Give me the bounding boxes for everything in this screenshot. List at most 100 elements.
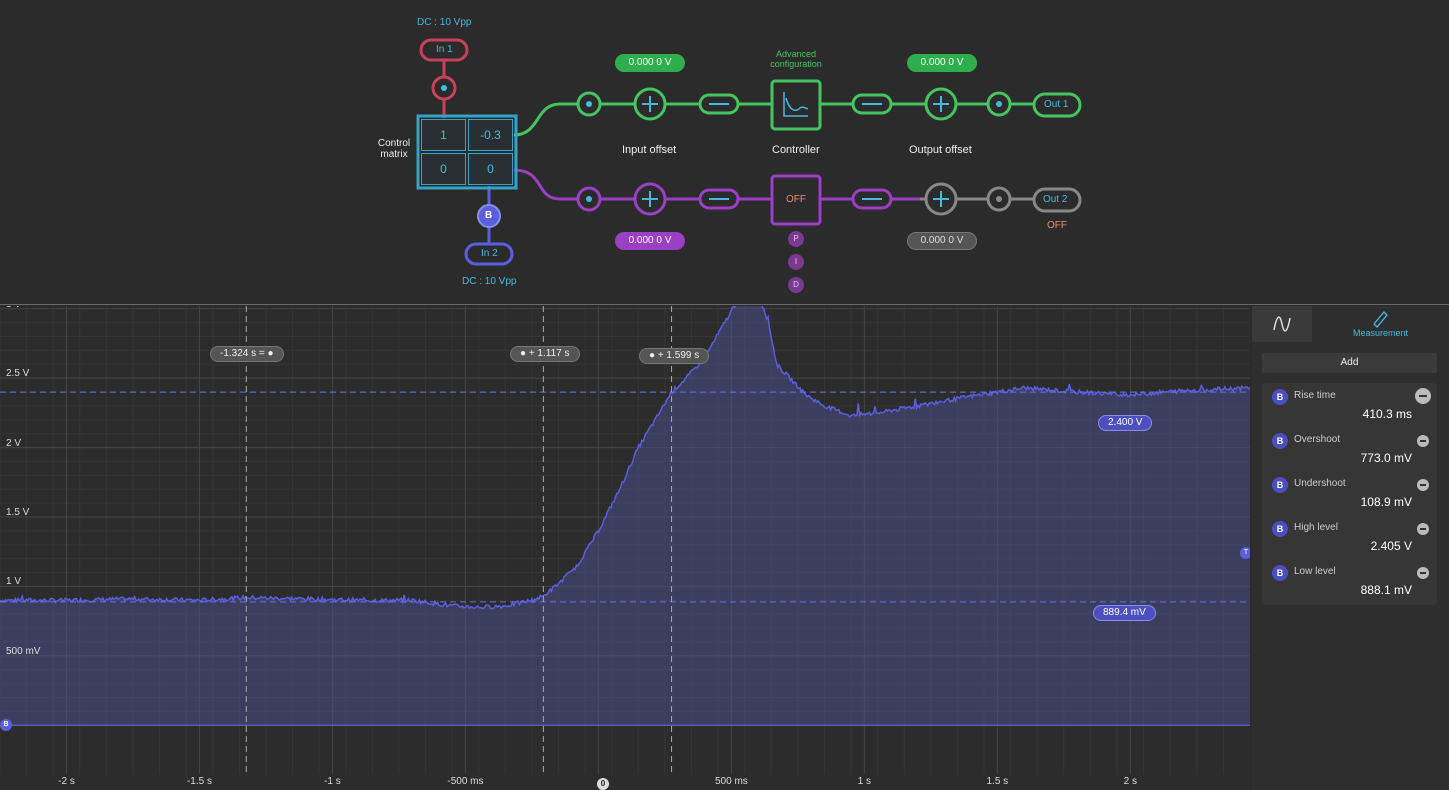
chain1-input-offset-adder[interactable] xyxy=(633,87,667,121)
channel-offset-marker[interactable]: B xyxy=(0,719,12,731)
matrix-cell-1-1[interactable]: 1 xyxy=(421,119,466,151)
remove-measurement-icon[interactable] xyxy=(1417,435,1429,447)
cursor-3-chip[interactable]: ● + 1.599 s xyxy=(639,348,710,364)
waveform-icon xyxy=(1273,316,1291,332)
x-tick-label: -1 s xyxy=(324,776,341,787)
y-tick-label: 500 mV xyxy=(6,645,41,657)
in2-label: In 2 xyxy=(481,248,498,259)
in2-port[interactable] xyxy=(464,242,514,266)
chain1-input-offset-label: Input offset xyxy=(622,144,677,156)
chain2-minus-node[interactable] xyxy=(698,188,740,210)
low-level-chip[interactable]: 889.4 mV xyxy=(1093,605,1156,621)
chain1-input-node[interactable] xyxy=(576,91,602,117)
trace-fill-area xyxy=(0,306,1250,726)
x-tick-label: -2 s xyxy=(58,776,75,787)
x-tick-label: 1.5 s xyxy=(986,776,1009,787)
cursor-1-chip[interactable]: -1.324 s = ● xyxy=(210,346,284,362)
cursor-2-chip[interactable]: ● + 1.117 s xyxy=(510,346,580,362)
x-tick-label: 2 s xyxy=(1123,776,1137,787)
chain1-output-offset-label: Output offset xyxy=(909,144,972,156)
add-measurement-button[interactable]: Add xyxy=(1262,353,1437,373)
measurement-name: Rise time xyxy=(1294,390,1336,401)
tab-waveform[interactable] xyxy=(1252,306,1312,342)
remove-measurement-icon[interactable] xyxy=(1417,523,1429,535)
out1-port[interactable] xyxy=(1032,92,1082,118)
chain2-minus-node-2[interactable] xyxy=(851,188,893,210)
measurement-undershoot[interactable]: B Undershoot 108.9 mV xyxy=(1262,471,1437,515)
advanced-configuration-line2: configuration xyxy=(770,59,822,69)
tab-measurement[interactable]: Measurement xyxy=(1312,306,1449,342)
measurement-list: B Rise time 410.3 ms B Overshoot 773.0 m… xyxy=(1262,383,1437,605)
y-tick-label: 1 V xyxy=(6,576,22,588)
matrix-cell-1-2[interactable]: -0.3 xyxy=(468,119,513,151)
control-matrix-frame xyxy=(416,114,518,190)
channel-badge: B xyxy=(1272,477,1288,493)
channel-badge: B xyxy=(1272,565,1288,581)
matrix-cell-2-1[interactable]: 0 xyxy=(421,153,466,185)
channel-badge: B xyxy=(1272,521,1288,537)
trigger-marker[interactable]: T xyxy=(1240,547,1250,559)
out2-label: Out 2 xyxy=(1043,194,1068,205)
control-matrix-label-line1: Control xyxy=(377,138,411,149)
measurement-rise-time[interactable]: B Rise time 410.3 ms xyxy=(1262,383,1437,427)
chain1-input-offset-value[interactable]: 0.000 0 V xyxy=(615,54,685,72)
remove-measurement-icon[interactable] xyxy=(1417,479,1429,491)
channel-badge: B xyxy=(1272,389,1288,405)
ruler-pencil-icon xyxy=(1373,311,1388,328)
in1-node[interactable] xyxy=(431,75,457,101)
control-matrix-label-line2: matrix xyxy=(380,149,408,160)
measurement-value: 410.3 ms xyxy=(1362,407,1412,421)
chain2-input-offset-value[interactable]: 0.000 0 V xyxy=(615,232,685,250)
y-tick-label: 1.5 V xyxy=(6,507,30,518)
in1-port[interactable] xyxy=(419,38,469,62)
measurement-name: Low level xyxy=(1294,566,1336,577)
control-matrix-label: Control matrix xyxy=(376,138,412,160)
chain1-output-offset-value[interactable]: 0.000 0 V xyxy=(907,54,977,72)
y-tick-label: 2.5 V xyxy=(6,368,30,380)
chain2-output-offset-adder[interactable] xyxy=(924,182,958,216)
in2-channel-node[interactable] xyxy=(477,204,501,228)
x-tick-label: -1.5 s xyxy=(186,776,212,787)
oscilloscope-plot[interactable]: 500 mV 1 V 1.5 V 2 V 2.5 V 3 V -2 s -1.5 s -1 s… xyxy=(0,306,1250,790)
out2-state: OFF xyxy=(1047,220,1067,231)
measurement-high-level[interactable]: B High level 2.405 V xyxy=(1262,515,1437,559)
signal-flow-panel: DC : 10 Vpp In 1 In 2 DC : 10 Vpp B Cont… xyxy=(0,0,1449,305)
trace-line xyxy=(0,306,1250,610)
measurement-name: Overshoot xyxy=(1294,434,1341,445)
chain1-minus-node[interactable] xyxy=(698,93,740,115)
signal-flow-diagram xyxy=(416,38,1082,266)
chain2-input-node[interactable] xyxy=(576,186,602,212)
measurement-value: 773.0 mV xyxy=(1360,451,1412,465)
chain2-input-offset-adder[interactable] xyxy=(633,182,667,216)
matrix-cell-2-2[interactable]: 0 xyxy=(468,153,513,185)
out2-port[interactable] xyxy=(1032,187,1082,213)
remove-measurement-icon[interactable] xyxy=(1417,567,1429,579)
y-tick-label: 3 V xyxy=(6,306,21,310)
chain2-output-node[interactable] xyxy=(986,186,1012,212)
chain1-controller-label: Controller xyxy=(772,144,820,156)
chain2-controller-box[interactable] xyxy=(770,174,822,226)
high-level-chip[interactable]: 2.400 V xyxy=(1098,415,1153,431)
in2-coupling: DC : 10 Vpp xyxy=(462,276,517,287)
chain1-output-node[interactable] xyxy=(986,91,1012,117)
measurement-value: 108.9 mV xyxy=(1360,495,1412,509)
chain1-minus-node-2[interactable] xyxy=(851,93,893,115)
x-tick-label: 500 ms xyxy=(714,776,748,787)
advanced-configuration-link[interactable]: Advanced configuration xyxy=(766,49,826,69)
channel-badge: B xyxy=(1272,433,1288,449)
measurement-overshoot[interactable]: B Overshoot 773.0 mV xyxy=(1262,427,1437,471)
chain2-output-offset-value[interactable]: 0.000 0 V xyxy=(907,232,977,250)
chain1-output-offset-adder[interactable] xyxy=(924,87,958,121)
measurement-low-level[interactable]: B Low level 888.1 mV xyxy=(1262,559,1437,603)
chain1-controller-box[interactable] xyxy=(770,79,822,131)
side-panel: Measurement Add B Rise time 410.3 ms B O… xyxy=(1252,306,1449,790)
y-tick-label: 2 V xyxy=(6,437,22,449)
pid-p-button[interactable]: P xyxy=(788,231,804,247)
time-zero-marker[interactable]: 0 xyxy=(597,778,609,790)
pid-i-button[interactable]: I xyxy=(788,254,804,270)
in2-channel-badge: B xyxy=(485,210,493,221)
scope-canvas[interactable] xyxy=(0,306,1250,790)
measurement-name: High level xyxy=(1294,522,1338,533)
pid-d-button[interactable]: D xyxy=(788,277,804,293)
remove-measurement-icon[interactable] xyxy=(1415,388,1431,404)
